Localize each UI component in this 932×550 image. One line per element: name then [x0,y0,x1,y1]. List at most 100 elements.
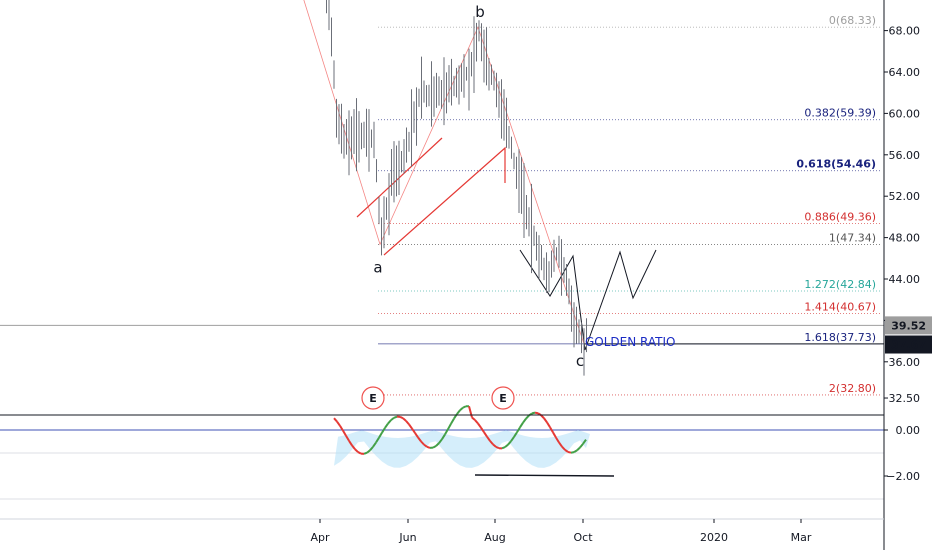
time-tick-label: Apr [310,531,330,544]
earnings-event-icon[interactable] [361,386,385,410]
price-tick-label: 52.00 [889,190,921,203]
fib-level-label: 0.886(49.36) [804,211,876,224]
osc-line [561,445,566,451]
osc-tick-label: −2.00 [886,470,920,483]
osc-line [483,431,488,438]
price-badge [885,335,932,354]
osc-line [387,419,392,425]
osc-line [507,440,512,446]
osc-line [564,449,569,453]
oscillator-axis: 0.00 −2.00 [884,424,920,483]
osc-line [393,415,398,419]
wave-label: b [475,3,485,21]
time-tick-label: 2020 [700,531,728,544]
osc-line [402,417,407,422]
wave-labels: 0abc [373,3,584,370]
osc-line [339,425,344,432]
osc-line [399,415,404,420]
osc-line [405,420,410,426]
osc-line [336,420,341,427]
earnings-event-icon[interactable] [491,386,515,410]
osc-line [480,427,485,433]
drawings [0,0,884,351]
fib-level-label: 1.618(37.73) [804,331,876,344]
channel-lower [383,146,506,256]
event-marker-label: E [369,392,377,405]
osc-line [531,411,536,415]
time-tick-label: Oct [573,531,593,544]
osc-line [573,449,578,454]
osc-line [357,451,362,455]
wave-label: c [576,352,584,370]
osc-line [489,440,494,446]
fib-level-label: 2(32.80) [829,382,876,395]
osc-line [438,438,443,444]
osc-line [471,416,476,421]
osc-line [504,443,509,448]
osc-support-line [474,474,615,477]
osc-line [417,436,422,442]
osc-line [567,450,572,454]
osc-line [333,417,338,423]
osc-line [540,414,545,419]
event-marker-label: E [499,392,507,405]
osc-line [534,411,539,415]
price-badge-label: 39.52 [891,319,926,332]
osc-line [408,423,413,430]
price-tick-label: 60.00 [889,107,921,120]
oscillator-pane [0,405,884,500]
price-bars [326,0,587,376]
osc-line [447,423,452,430]
price-tick-label: 56.00 [889,149,921,162]
osc-line [582,439,587,445]
price-badge [885,316,932,335]
osc-line [552,431,557,439]
osc-line [456,409,461,415]
osc-line [522,418,527,424]
price-tick-label: 48.00 [889,232,921,245]
time-tick-label: Mar [791,531,812,544]
price-tick-label: 64.00 [889,66,921,79]
osc-line [558,441,563,448]
time-tick-label: Aug [484,531,505,544]
golden-ratio-annotation: GOLDEN RATIO [585,335,676,349]
osc-line [372,441,377,448]
osc-line [420,440,425,446]
osc-line [555,437,560,443]
osc-line [366,449,371,454]
wave-path [303,0,585,345]
osc-line [450,418,455,425]
osc-line [444,428,449,435]
osc-line [378,432,383,439]
osc-line [549,426,554,433]
osc-line [513,431,518,438]
price-tick-label: 44.00 [889,273,921,286]
time-axis[interactable]: Apr Jun Aug Oct 2020 Mar [310,519,812,544]
price-badge-label: 37.67 [891,339,926,352]
osc-line [516,426,521,433]
osc-line [525,414,530,420]
osc-line [375,437,380,444]
osc-line [435,442,440,447]
osc-line [462,405,467,409]
osc-line [414,432,419,438]
osc-line [546,421,551,428]
osc-cloud [334,430,590,468]
osc-line [411,427,416,434]
fib-level-label: 1.414(40.67) [804,300,876,313]
osc-line [432,445,437,449]
osc-line [501,446,506,450]
fib-level-label: 1(47.34) [829,231,876,244]
price-tick-label: 36.00 [889,356,921,369]
price-tick-label: 68.00 [889,25,921,38]
osc-line [384,422,389,429]
fib-labels: 0(68.33) 0.382(59.39) 0.618(54.46) 0.886(49… [796,14,876,395]
osc-line [369,446,374,451]
osc-line [543,417,548,423]
osc-line [354,448,359,453]
osc-line [492,443,497,448]
osc-line [381,427,386,434]
